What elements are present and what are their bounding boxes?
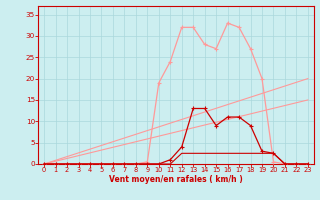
X-axis label: Vent moyen/en rafales ( km/h ): Vent moyen/en rafales ( km/h )	[109, 175, 243, 184]
